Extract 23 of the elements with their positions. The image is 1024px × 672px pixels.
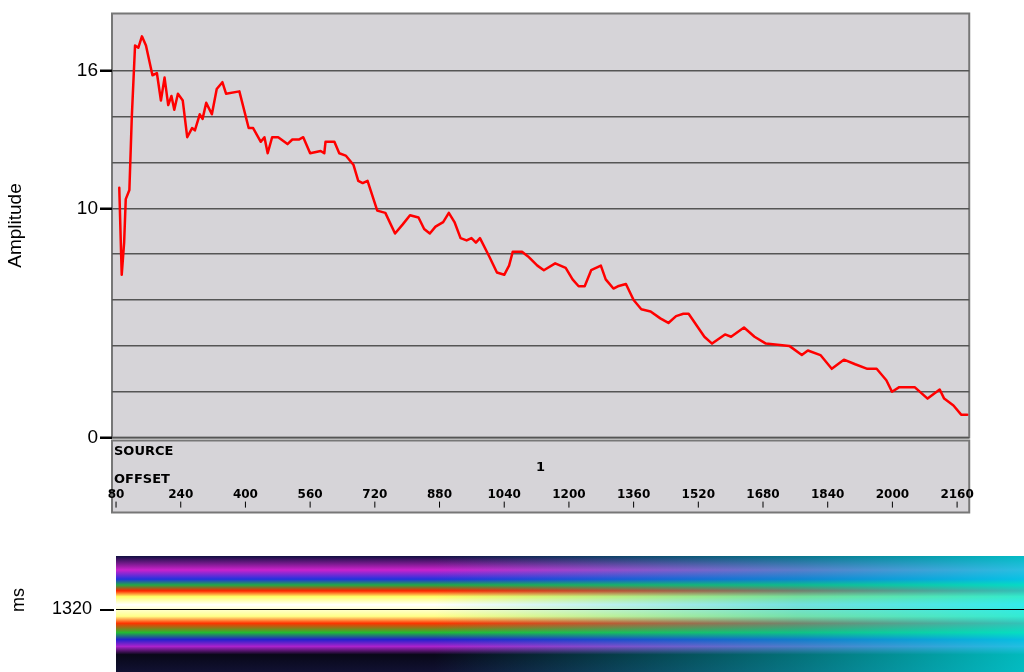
x-tick-label: 1200 <box>552 486 586 501</box>
x-tick-label: 880 <box>427 486 453 501</box>
x-tick-label: 2000 <box>875 486 910 501</box>
text: ms <box>8 588 29 612</box>
x-tick-label: 560 <box>297 486 323 501</box>
x-tick-label: 400 <box>232 486 258 501</box>
x-tick-label: 1360 <box>616 486 651 501</box>
x-tick-label: 80 <box>107 486 125 501</box>
x-tick-label: 1680 <box>746 486 780 501</box>
x-tick-label: 720 <box>362 486 388 501</box>
text: SOURCE <box>114 442 174 458</box>
y-tick-label: 16 <box>76 58 98 80</box>
y-tick-label: 10 <box>76 196 98 218</box>
x-tick-label: 2160 <box>940 486 974 501</box>
x-axis-title: OFFSET <box>114 470 171 486</box>
x-tick-label: 1520 <box>681 486 716 501</box>
x-tick-label: 1040 <box>487 486 521 501</box>
x-tick-label: 240 <box>168 486 194 501</box>
text: 1320 <box>52 598 93 619</box>
x-tick-label: 1840 <box>811 486 845 501</box>
y-tick-label: 0 <box>87 425 98 447</box>
y-axis-title: Amplitude <box>3 183 25 268</box>
text: 1 <box>536 458 546 474</box>
